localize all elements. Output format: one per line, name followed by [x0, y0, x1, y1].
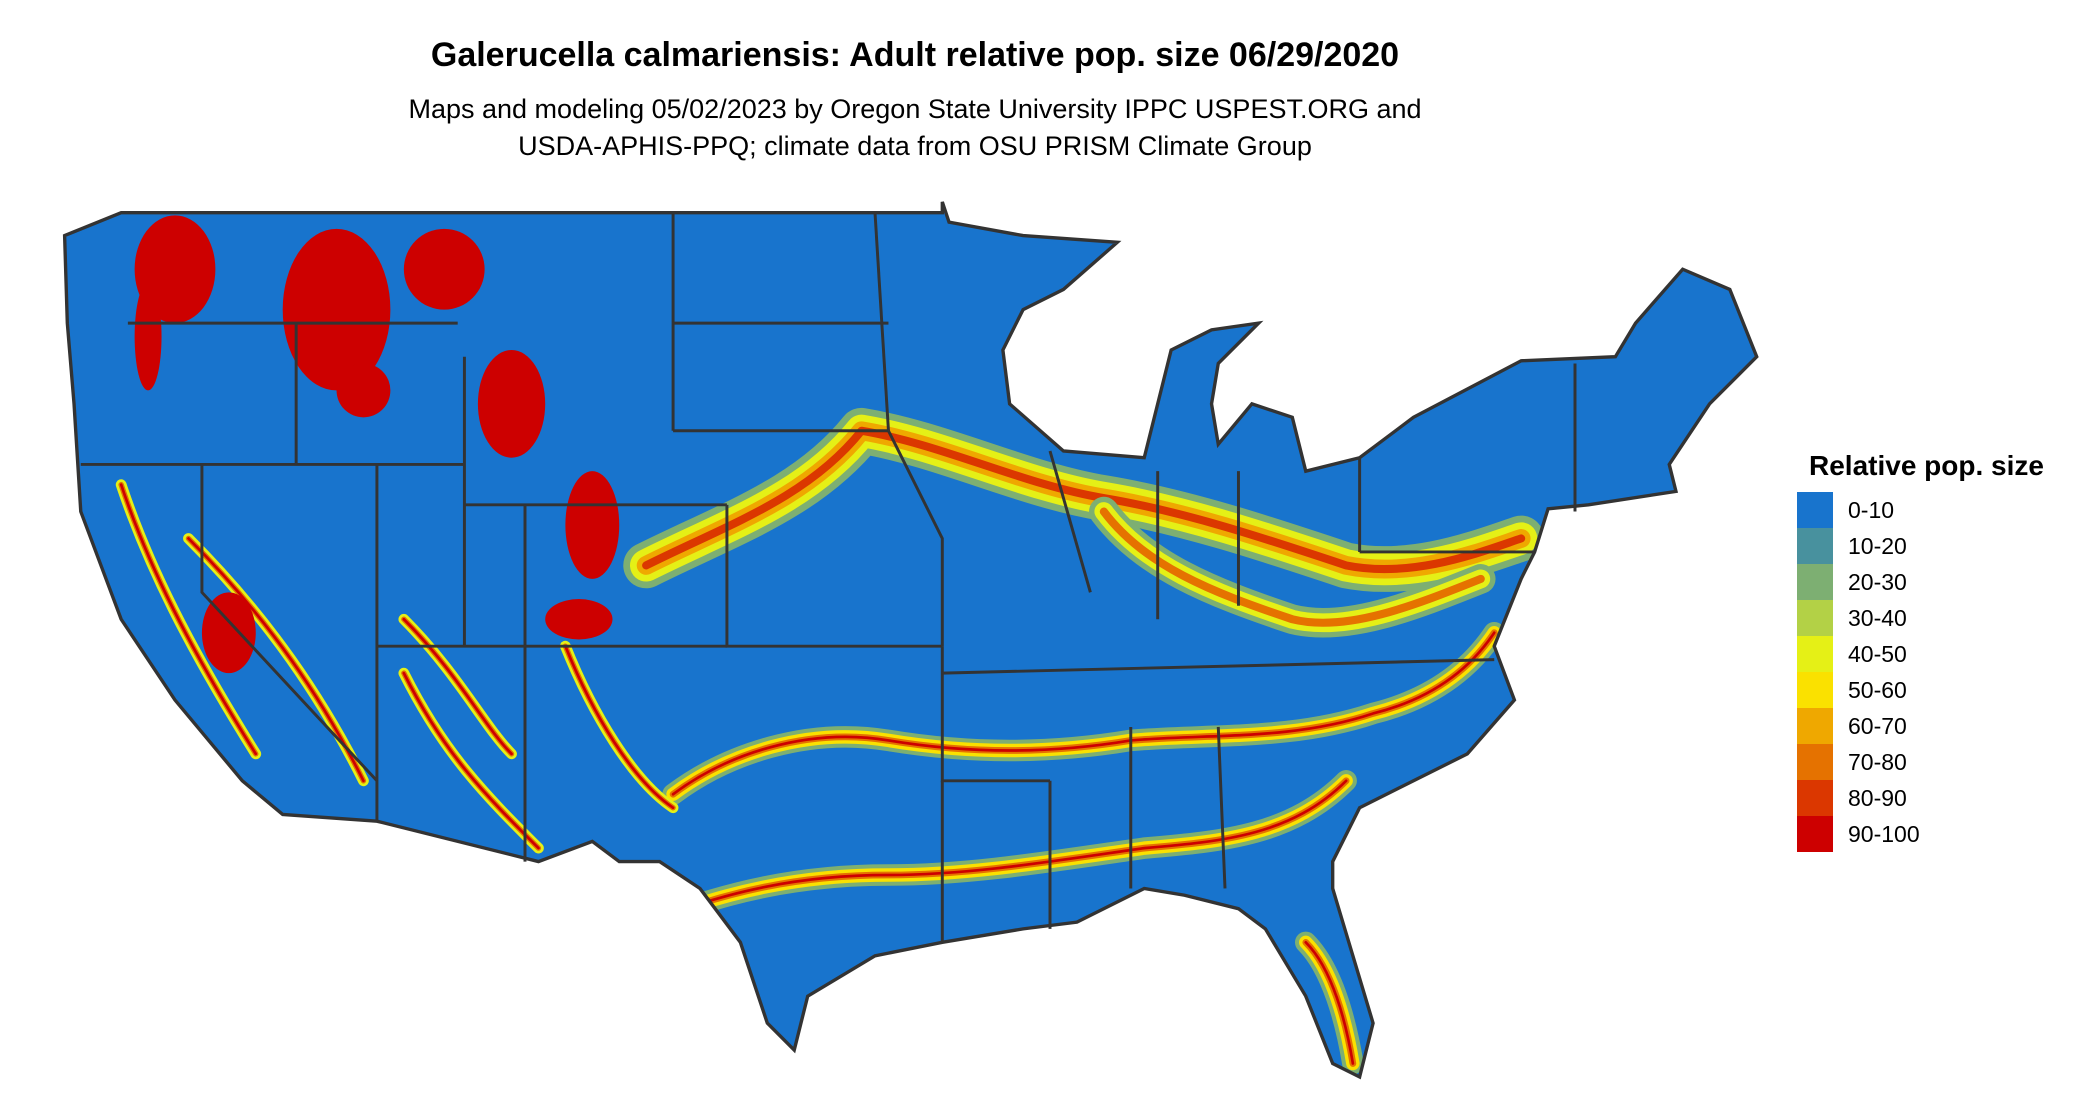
state-border	[725, 504, 943, 648]
legend-label: 10-20	[1848, 532, 1907, 559]
legend-label: 0-10	[1848, 496, 1895, 523]
population-hotspot	[403, 228, 485, 310]
legend: Relative pop. size 0-10 10-20 20-30 30-40 40…	[1797, 450, 2044, 852]
legend-item: 70-80	[1797, 744, 2044, 780]
legend-title: Relative pop. size	[1809, 450, 2044, 481]
legend-label: 40-50	[1848, 640, 1907, 667]
population-hotspot	[201, 592, 256, 674]
legend-swatch	[1797, 564, 1833, 600]
legend-label: 80-90	[1848, 784, 1907, 811]
legend-item: 40-50	[1797, 636, 2044, 672]
legend-swatch	[1797, 744, 1833, 780]
legend-label: 20-30	[1848, 568, 1907, 595]
legend-swatch	[1797, 600, 1833, 636]
state-borders	[80, 212, 1577, 943]
legend-item: 50-60	[1797, 672, 2044, 708]
legend-swatch	[1797, 816, 1833, 852]
legend-swatch	[1797, 672, 1833, 708]
population-band	[642, 426, 1526, 574]
population-bands	[115, 215, 1545, 1075]
population-band	[671, 631, 1496, 796]
population-band	[631, 779, 1348, 931]
state-border	[1216, 726, 1227, 889]
state-border	[1048, 450, 1092, 593]
map-title: Galerucella calmariensis: Adult relative…	[430, 36, 1400, 74]
legend-label: 70-80	[1848, 748, 1907, 775]
legend-swatch	[1797, 708, 1833, 744]
legend-swatch	[1797, 780, 1833, 816]
state-border	[887, 430, 944, 647]
legend-item: 20-30	[1797, 564, 2044, 600]
legend-label: 50-60	[1848, 676, 1907, 703]
legend-swatch	[1797, 636, 1833, 672]
legend-item: 10-20	[1797, 528, 2044, 564]
population-hotspot	[134, 282, 162, 391]
population-hotspot	[545, 599, 613, 640]
map-subtitle-line-1: Maps and modeling 05/02/2023 by Oregon S…	[408, 94, 1422, 124]
legend-swatch	[1797, 492, 1833, 528]
state-border	[873, 212, 890, 431]
population-hotspot	[565, 471, 620, 579]
legend-item: 80-90	[1797, 780, 2044, 816]
legend-label: 60-70	[1848, 712, 1907, 739]
legend-label: 90-100	[1848, 820, 1920, 847]
state-border	[200, 464, 379, 782]
map-subtitle-line-2: USDA-APHIS-PPQ; climate data from OSU PR…	[518, 131, 1312, 161]
population-band	[1304, 940, 1355, 1065]
legend-item: 90-100	[1797, 816, 2044, 852]
legend-item: 30-40	[1797, 600, 2044, 636]
state-border	[942, 658, 1495, 675]
legend-label: 30-40	[1848, 604, 1907, 631]
population-hotspot	[282, 228, 391, 391]
legend-item: 0-10	[1797, 492, 2044, 528]
population-hotspot	[336, 363, 391, 418]
legend-item: 60-70	[1797, 708, 2044, 744]
legend-swatch	[1797, 528, 1833, 564]
population-hotspot	[477, 350, 546, 458]
population-band	[1099, 507, 1485, 627]
population-band	[119, 483, 675, 850]
